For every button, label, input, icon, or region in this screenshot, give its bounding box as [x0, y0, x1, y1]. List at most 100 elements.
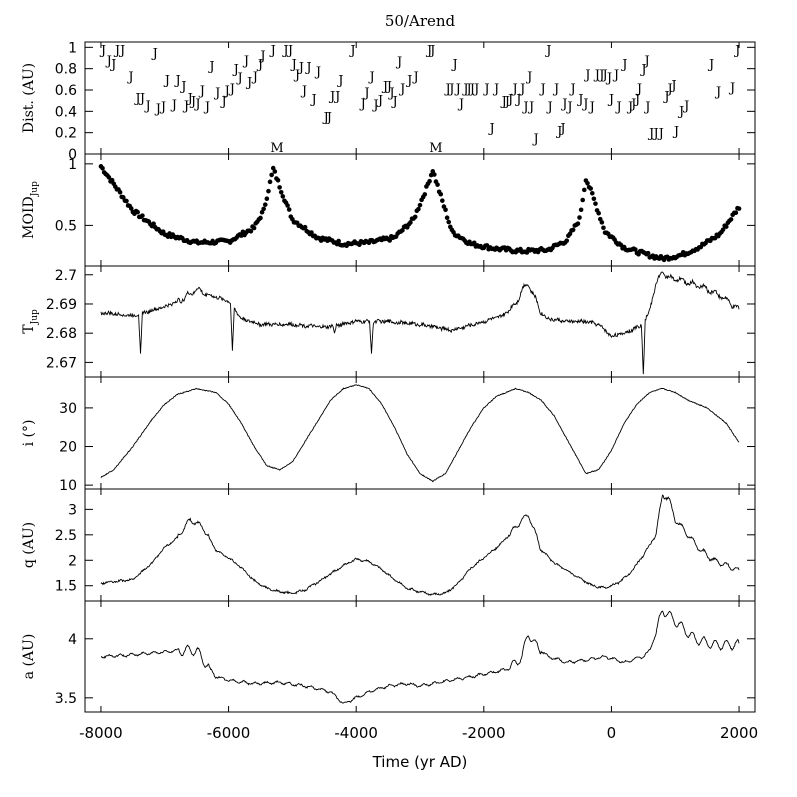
moid-point — [570, 227, 576, 233]
jupiter-encounter-mark: J — [461, 82, 468, 97]
moid-point — [417, 202, 423, 208]
moid-point — [596, 210, 601, 216]
jupiter-encounter-mark: J — [662, 89, 669, 104]
y-axis-label-main: i (°) — [21, 420, 37, 447]
jupiter-encounter-mark: J — [527, 100, 534, 115]
jupiter-encounter-mark: J — [235, 71, 242, 86]
jupiter-encounter-mark: J — [391, 95, 398, 110]
jupiter-encounter-mark: J — [633, 93, 640, 108]
jupiter-encounter-mark: J — [154, 102, 161, 117]
jupiter-encounter-mark: J — [258, 49, 265, 64]
ytick-label: 2 — [68, 553, 77, 569]
ytick-label: 2.68 — [46, 326, 77, 342]
jupiter-encounter-mark: J — [425, 43, 432, 58]
jupiter-encounter-mark: J — [635, 82, 642, 97]
moid-point — [589, 190, 595, 196]
ytick-label: 1.5 — [55, 579, 77, 595]
jupiter-encounter-mark: J — [472, 82, 479, 97]
moid-point — [720, 227, 726, 232]
moid-point — [422, 192, 428, 197]
y-axis-label-dist: Dist. (AU) — [21, 63, 37, 133]
moid-point — [599, 220, 605, 225]
jupiter-encounter-mark: J — [144, 99, 151, 114]
moid-point — [151, 221, 156, 227]
moid-point — [416, 206, 421, 212]
xtick-label: 2000 — [720, 724, 758, 742]
mars-encounter-mark: M — [429, 141, 442, 156]
jupiter-encounter-mark: J — [385, 80, 392, 95]
y-axis-label-incl: i (°) — [21, 420, 37, 447]
jupiter-encounter-mark: J — [228, 82, 235, 97]
moid-point — [387, 238, 392, 243]
moid-point — [582, 187, 587, 193]
moid-point — [106, 175, 112, 180]
jupiter-encounter-mark: J — [322, 111, 329, 126]
moid-point — [280, 194, 286, 199]
moid-point — [432, 172, 437, 177]
jupiter-encounter-mark: J — [560, 97, 567, 112]
jupiter-encounter-mark: J — [733, 43, 740, 58]
jupiter-encounter-mark: J — [500, 95, 507, 110]
moid-point — [264, 196, 270, 202]
panel-frame-a — [84, 600, 756, 713]
moid-point — [591, 196, 597, 202]
moid-point — [400, 227, 405, 233]
jupiter-encounter-mark: J — [647, 127, 654, 142]
moid-point — [117, 189, 123, 195]
ytick-label: 1 — [68, 157, 77, 173]
moid-point — [728, 217, 734, 222]
moid-point — [435, 182, 440, 187]
moid-point — [277, 185, 282, 190]
y-axis-label-tjup: TJup — [21, 309, 40, 334]
jupiter-encounter-mark: J — [126, 70, 133, 85]
jupiter-encounter-mark: J — [133, 91, 140, 106]
jupiter-encounter-mark: J — [371, 98, 378, 113]
jupiter-encounter-mark: J — [443, 82, 450, 97]
jupiter-encounter-mark: J — [412, 70, 419, 85]
jupiter-encounter-mark: J — [256, 57, 263, 72]
jupiter-encounter-mark: J — [151, 47, 158, 62]
moid-point — [275, 177, 281, 183]
ytick-label: 10 — [59, 478, 77, 494]
ytick-label: 0.2 — [55, 126, 77, 142]
jupiter-encounter-mark: J — [552, 82, 559, 97]
jupiter-encounter-mark: J — [583, 68, 590, 83]
ytick-label: 0.8 — [55, 62, 77, 78]
jupiter-encounter-mark: J — [506, 93, 513, 108]
jupiter-encounter-mark: J — [381, 80, 388, 95]
jupiter-encounter-mark: J — [314, 65, 321, 80]
y-axis-label-main: Dist. (AU) — [21, 63, 37, 133]
moid-point — [633, 247, 638, 252]
panel-frame-incl — [84, 376, 756, 490]
jupiter-encounter-mark: J — [576, 93, 583, 108]
jupiter-encounter-mark: J — [657, 127, 664, 142]
panel-frame-q — [84, 488, 756, 602]
panel-incl: 10 20 30 i (°) — [21, 376, 756, 494]
jupiter-encounter-mark: J — [395, 55, 402, 70]
moid-point — [440, 198, 445, 203]
jupiter-encounter-mark: J — [525, 70, 532, 85]
jupiter-encounter-mark: J — [245, 75, 252, 90]
ytick-label: 3.5 — [55, 691, 77, 707]
moid-point — [261, 206, 266, 212]
jupiter-encounter-mark: J — [174, 73, 181, 88]
moid-point — [336, 238, 341, 244]
jupiter-encounter-mark: J — [348, 43, 355, 58]
ytick-label: 2.67 — [46, 355, 77, 371]
jupiter-encounter-mark: J — [593, 68, 600, 83]
y-axis-label-q: q (AU) — [21, 522, 37, 568]
y-axis-label-sub: Jup — [30, 181, 40, 197]
jupiter-encounter-mark: J — [198, 84, 205, 99]
jupiter-encounter-mark: J — [325, 111, 332, 126]
jupiter-encounter-mark: J — [629, 97, 636, 112]
ytick-label: 0.5 — [55, 218, 77, 234]
jupiter-encounter-mark: J — [558, 121, 565, 136]
jupiter-encounter-mark: J — [333, 89, 340, 104]
moid-point — [588, 186, 593, 191]
jupiter-encounter-mark: J — [290, 57, 297, 72]
moid-point — [128, 206, 134, 211]
moid-point — [733, 210, 739, 216]
series-line-tjup — [100, 271, 740, 375]
ytick-label: 0.6 — [55, 83, 77, 99]
